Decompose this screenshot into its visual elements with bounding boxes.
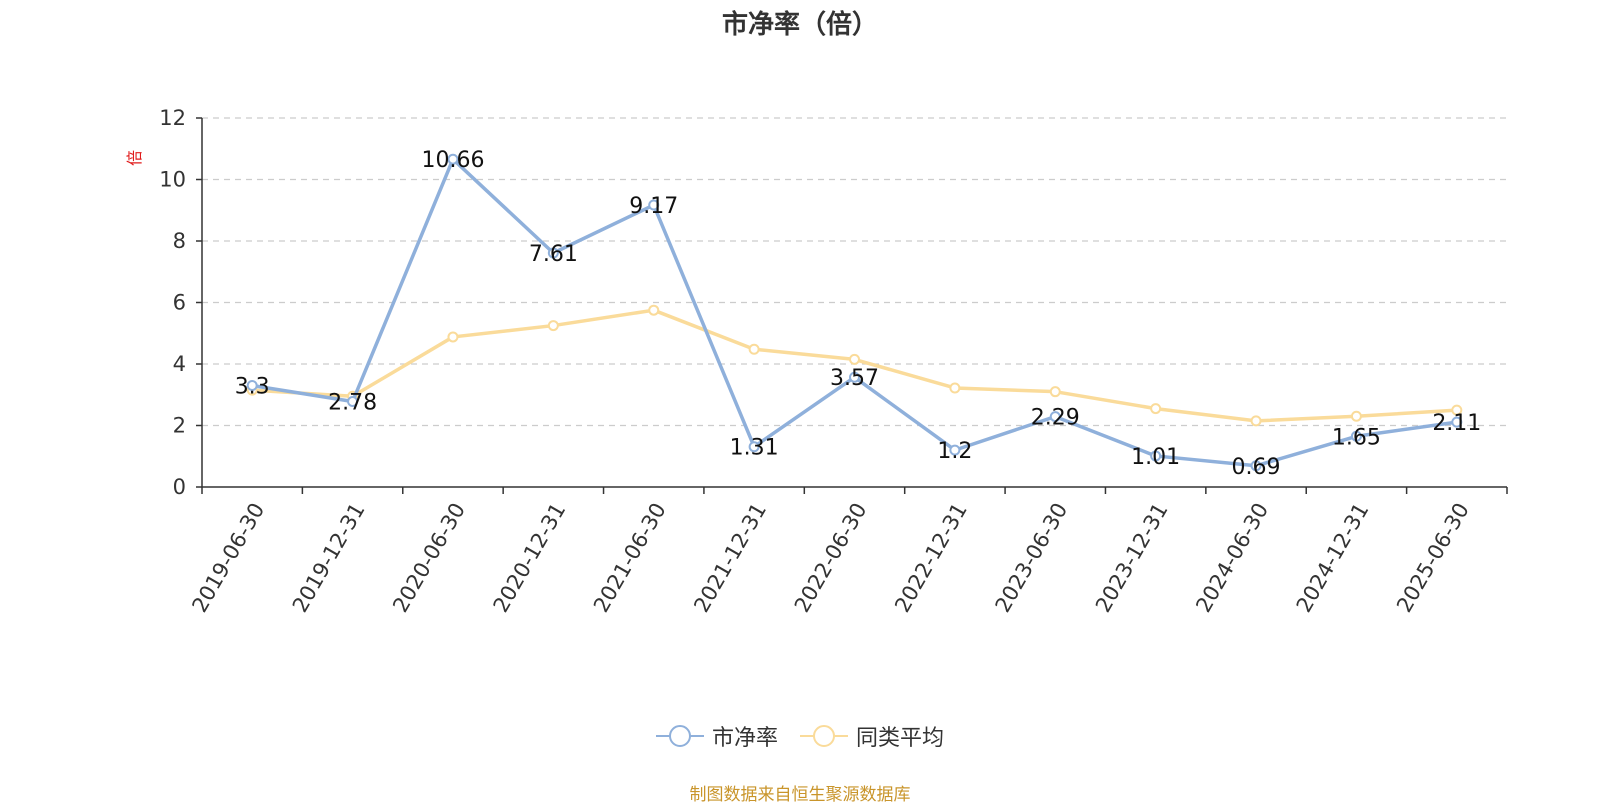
data-point-series-2[interactable] [1350,410,1362,422]
data-label: 1.01 [1131,445,1180,470]
data-point-series-1[interactable] [849,371,860,383]
data-label: 1.31 [730,436,779,461]
x-tick-label: 2019-12-31 [288,499,370,617]
x-tick-label: 2025-06-30 [1392,499,1474,617]
data-point-series-2[interactable] [748,343,760,355]
data-label: 1.2 [937,439,972,464]
data-label: 10.66 [421,148,484,173]
x-tick-label: 2022-06-30 [790,499,872,617]
x-tick-label: 2020-06-30 [388,499,470,617]
data-point-series-2[interactable] [547,320,559,332]
data-point-series-1[interactable] [1049,411,1061,423]
data-point-series-2[interactable] [1451,404,1463,416]
y-tick-label: 0 [173,475,186,499]
y-tick-label: 2 [173,414,186,438]
legend-item-series-1[interactable]: 市净率 [655,720,778,752]
x-tick-label: 2022-12-31 [890,499,972,617]
y-tick-label: 10 [159,168,186,192]
data-point-series-1[interactable] [648,199,660,211]
data-point-series-2[interactable] [1049,386,1061,398]
data-point-series-1[interactable] [1150,450,1162,462]
x-tick-label: 2023-06-30 [991,499,1073,617]
legend-label-series-1: 市净率 [711,726,778,751]
data-point-series-1[interactable] [447,153,459,165]
x-tick-label: 2021-12-31 [689,499,771,617]
x-tick-label: 2021-06-30 [589,499,671,617]
data-point-series-1[interactable] [1350,430,1362,442]
legend-item-series-2[interactable]: 同类平均 [800,720,944,752]
data-label: 9.17 [629,194,678,219]
x-tick-label: 2020-12-31 [489,499,571,617]
data-label: 7.61 [529,242,578,267]
data-point-series-1[interactable] [246,380,258,392]
chart-title: 市净率（倍） [721,10,878,40]
data-label: 2.29 [1031,406,1080,431]
data-point-series-1[interactable] [347,396,359,408]
legend-label-series-2: 同类平均 [856,726,945,751]
data-point-series-1[interactable] [1250,460,1262,472]
data-label: 1.65 [1332,425,1381,450]
data-label: 3.3 [235,375,270,400]
x-tick-label: 2023-12-31 [1091,499,1173,617]
data-point-series-2[interactable] [949,382,961,394]
data-label: 2.78 [328,391,377,416]
data-label: 3.57 [830,366,879,391]
series-lines [246,153,1463,472]
y-tick-label: 12 [159,106,186,130]
data-point-series-1[interactable] [748,441,760,453]
x-tick-label: 2024-06-30 [1191,499,1273,617]
data-labels: 3.3 2.78 10.66 7.61 9.17 1.31 3.57 1.2 2.29 1.01 0… [235,148,1482,480]
y-tick-label: 6 [173,291,186,315]
data-point-series-2[interactable] [1250,415,1262,427]
y-tick-label: 4 [173,352,186,376]
data-label: 0.69 [1232,455,1281,480]
data-point-series-2[interactable] [1150,403,1162,415]
legend: 市净率 同类平均 [0,720,1600,752]
y-tick-label: 8 [173,229,186,253]
data-point-series-2[interactable] [447,331,459,343]
x-tick-label: 2019-06-30 [187,499,269,617]
source-note: 制图数据来自恒生聚源数据库 [689,785,911,805]
x-tick-label: 2024-12-31 [1292,499,1374,617]
data-point-series-2[interactable] [648,304,660,316]
legend-marker-series-1 [655,725,704,747]
legend-marker-series-2 [800,725,848,747]
data-point-series-1[interactable] [949,444,961,456]
data-point-series-1[interactable] [1451,416,1463,428]
data-label: 2.11 [1432,411,1481,436]
y-axis-unit-label: 倍 [125,150,144,166]
data-point-series-1[interactable] [547,247,559,259]
data-point-series-2[interactable] [849,353,860,365]
